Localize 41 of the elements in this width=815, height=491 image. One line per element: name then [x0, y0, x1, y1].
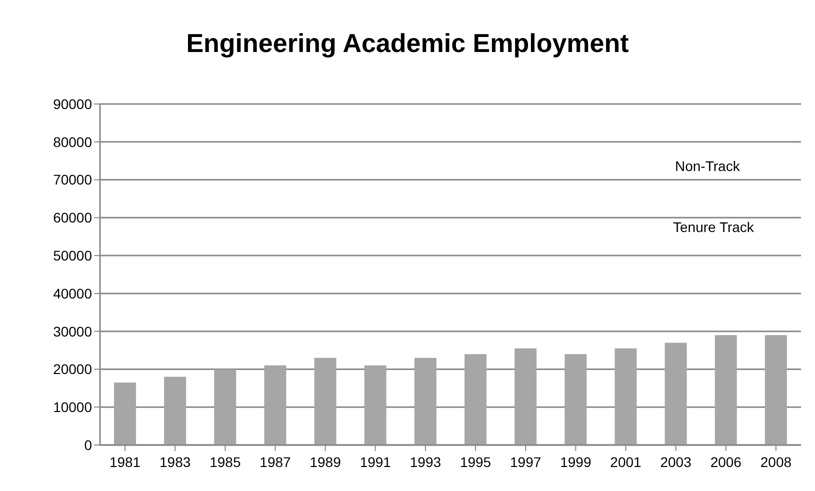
x-tick-label: 1985: [210, 454, 241, 470]
bar: [314, 358, 336, 445]
x-tick-label: 1987: [260, 454, 292, 470]
x-tick-label: 1983: [160, 454, 191, 470]
y-tick-label: 90000: [53, 96, 92, 112]
y-tick-label: 50000: [53, 248, 92, 264]
bar: [364, 365, 386, 445]
chart-title: Engineering Academic Employment: [185, 28, 630, 59]
x-tick-label: 1981: [109, 454, 141, 470]
y-tick-label: 20000: [53, 361, 92, 378]
bar: [464, 354, 486, 445]
y-tick-label: 0: [84, 436, 92, 453]
y-tick-label: 70000: [53, 172, 92, 188]
bar: [164, 376, 186, 445]
x-tick-label: 2008: [760, 454, 792, 470]
x-tick-label: 1997: [510, 454, 542, 470]
annotation: Non-Track: [675, 158, 740, 174]
bar: [264, 365, 286, 445]
bar: [614, 348, 637, 445]
x-tick-label: 2006: [710, 454, 742, 470]
x-tick-label: 2003: [660, 454, 692, 470]
x-tick-label: 1991: [360, 454, 392, 470]
y-tick-label: 60000: [53, 210, 92, 226]
y-tick-label: 10000: [53, 399, 92, 416]
bar: [114, 382, 136, 445]
bar: [664, 342, 687, 445]
x-tick-label: 1995: [460, 454, 492, 470]
y-tick-label: 40000: [53, 285, 92, 302]
bar: [414, 358, 436, 445]
bar: [714, 335, 737, 445]
bar: [764, 335, 787, 445]
y-tick-label: 80000: [53, 134, 92, 150]
y-tick-label: 30000: [53, 323, 92, 340]
x-tick-label: 1989: [310, 454, 342, 470]
annotation: Tenure Track: [673, 219, 754, 235]
bar: [564, 354, 587, 445]
bar: [214, 369, 236, 445]
x-tick-label: 2001: [610, 454, 642, 470]
x-tick-label: 1999: [560, 454, 592, 470]
bar: [514, 348, 537, 445]
x-tick-label: 1993: [410, 454, 442, 470]
